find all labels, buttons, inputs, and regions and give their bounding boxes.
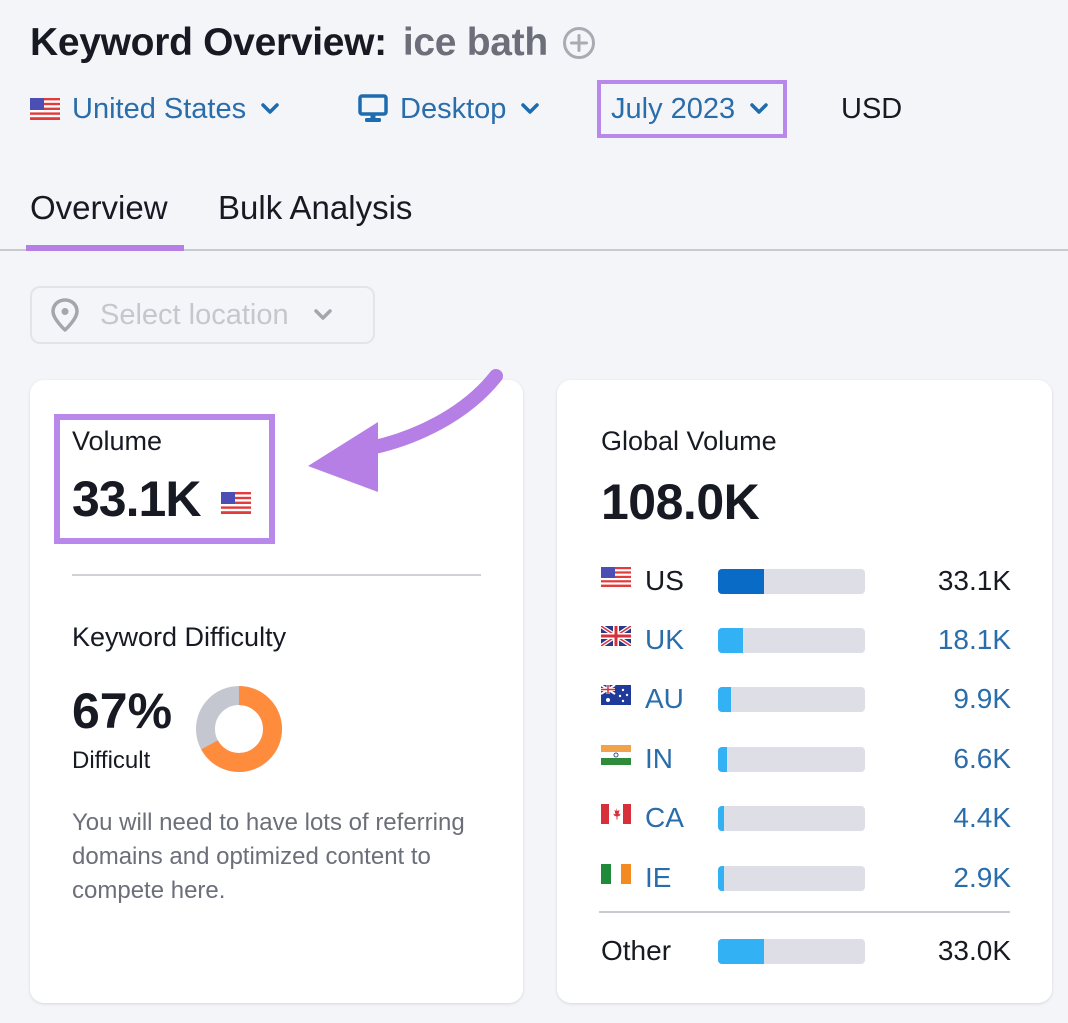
active-tab-indicator bbox=[26, 245, 184, 251]
country-code: AU bbox=[645, 683, 684, 714]
keyword-difficulty-level: Difficult bbox=[72, 747, 151, 774]
keyword-difficulty-label: Keyword Difficulty bbox=[72, 622, 287, 652]
au-flag-icon bbox=[601, 685, 631, 705]
date-dropdown[interactable]: July 2023 bbox=[597, 80, 788, 138]
country-code: IE bbox=[645, 862, 672, 893]
volume-highlight-box bbox=[54, 414, 275, 544]
location-placeholder: Select location bbox=[100, 298, 289, 331]
country-code: US bbox=[645, 565, 684, 596]
global-volume-label: Global Volume bbox=[601, 426, 777, 456]
volume-bar-fill bbox=[718, 687, 732, 712]
volume-bar bbox=[718, 806, 865, 831]
volume-bar-fill bbox=[718, 747, 727, 772]
country-volume[interactable]: 9.9K bbox=[953, 683, 1011, 714]
device-dropdown[interactable]: Desktop bbox=[358, 86, 540, 132]
volume-bar bbox=[718, 747, 865, 772]
chevron-down-icon bbox=[261, 103, 279, 114]
tabs-divider bbox=[0, 249, 1068, 251]
chevron-down-icon bbox=[313, 309, 332, 320]
uk-flag-icon bbox=[601, 626, 631, 646]
volume-bar-fill bbox=[718, 866, 724, 891]
keyword-difficulty-description: You will need to have lots of referring … bbox=[72, 809, 465, 904]
other-label: Other bbox=[601, 935, 672, 966]
chevron-down-icon bbox=[521, 103, 540, 114]
monitor-icon bbox=[358, 94, 388, 122]
annotation-arrow-icon bbox=[308, 369, 503, 492]
global-volume-divider bbox=[599, 911, 1010, 913]
country-code: IN bbox=[645, 743, 673, 774]
volume-bar-fill bbox=[718, 569, 764, 594]
volume-bar-fill bbox=[718, 628, 743, 653]
keyword-difficulty-value: 67% bbox=[72, 683, 173, 739]
country-volume[interactable]: 4.4K bbox=[953, 802, 1011, 833]
location-select[interactable]: Select location bbox=[30, 286, 375, 344]
us-flag-icon bbox=[601, 567, 631, 587]
device-label: Desktop bbox=[400, 92, 507, 125]
us-flag-icon bbox=[221, 492, 251, 514]
card-divider bbox=[72, 574, 481, 576]
map-pin-icon bbox=[51, 298, 79, 332]
page-title-label: Keyword Overview: bbox=[30, 21, 387, 64]
volume-card bbox=[30, 380, 523, 1003]
volume-value: 33.1K bbox=[72, 471, 201, 527]
volume-label: Volume bbox=[72, 426, 163, 456]
volume-bar bbox=[718, 687, 865, 712]
country-dropdown[interactable]: United States bbox=[30, 86, 280, 132]
country-volume[interactable]: 6.6K bbox=[953, 743, 1011, 774]
chevron-down-icon bbox=[750, 103, 768, 114]
country-row-au[interactable]: AU 9.9K bbox=[601, 679, 1011, 719]
page-title: Keyword Overview: ice bath bbox=[30, 18, 596, 68]
country-volume: 33.1K bbox=[937, 565, 1011, 596]
tab-overview[interactable]: Overview bbox=[30, 189, 168, 226]
country-label: United States bbox=[72, 92, 247, 125]
volume-bar bbox=[718, 866, 865, 891]
country-code: CA bbox=[645, 802, 684, 833]
keyword-text: ice bath bbox=[402, 21, 548, 64]
country-code: UK bbox=[645, 624, 684, 655]
plus-circle-icon[interactable] bbox=[562, 26, 596, 60]
volume-bar bbox=[718, 628, 865, 653]
country-row-other: Other 33.0K bbox=[601, 931, 1011, 971]
country-row-us: US 33.1K bbox=[601, 561, 1011, 601]
other-volume: 33.0K bbox=[937, 935, 1011, 966]
country-volume[interactable]: 18.1K bbox=[937, 624, 1011, 655]
difficulty-donut-chart bbox=[196, 686, 282, 772]
volume-bar bbox=[718, 569, 865, 594]
global-volume-value: 108.0K bbox=[601, 474, 760, 530]
ie-flag-icon bbox=[601, 864, 631, 884]
country-row-ca[interactable]: CA 4.4K bbox=[601, 798, 1011, 838]
us-flag-icon bbox=[30, 98, 60, 120]
country-row-uk[interactable]: UK 18.1K bbox=[601, 620, 1011, 660]
ca-flag-icon bbox=[601, 804, 631, 824]
volume-bar-fill bbox=[718, 939, 764, 964]
currency-label: USD bbox=[841, 92, 903, 125]
volume-bar bbox=[718, 939, 865, 964]
in-flag-icon bbox=[601, 745, 631, 765]
country-volume[interactable]: 2.9K bbox=[953, 862, 1011, 893]
date-label: July 2023 bbox=[611, 92, 736, 125]
country-row-ie[interactable]: IE 2.9K bbox=[601, 858, 1011, 898]
volume-bar-fill bbox=[718, 806, 724, 831]
tab-bulk-analysis[interactable]: Bulk Analysis bbox=[218, 189, 413, 226]
country-row-in[interactable]: IN 6.6K bbox=[601, 739, 1011, 779]
